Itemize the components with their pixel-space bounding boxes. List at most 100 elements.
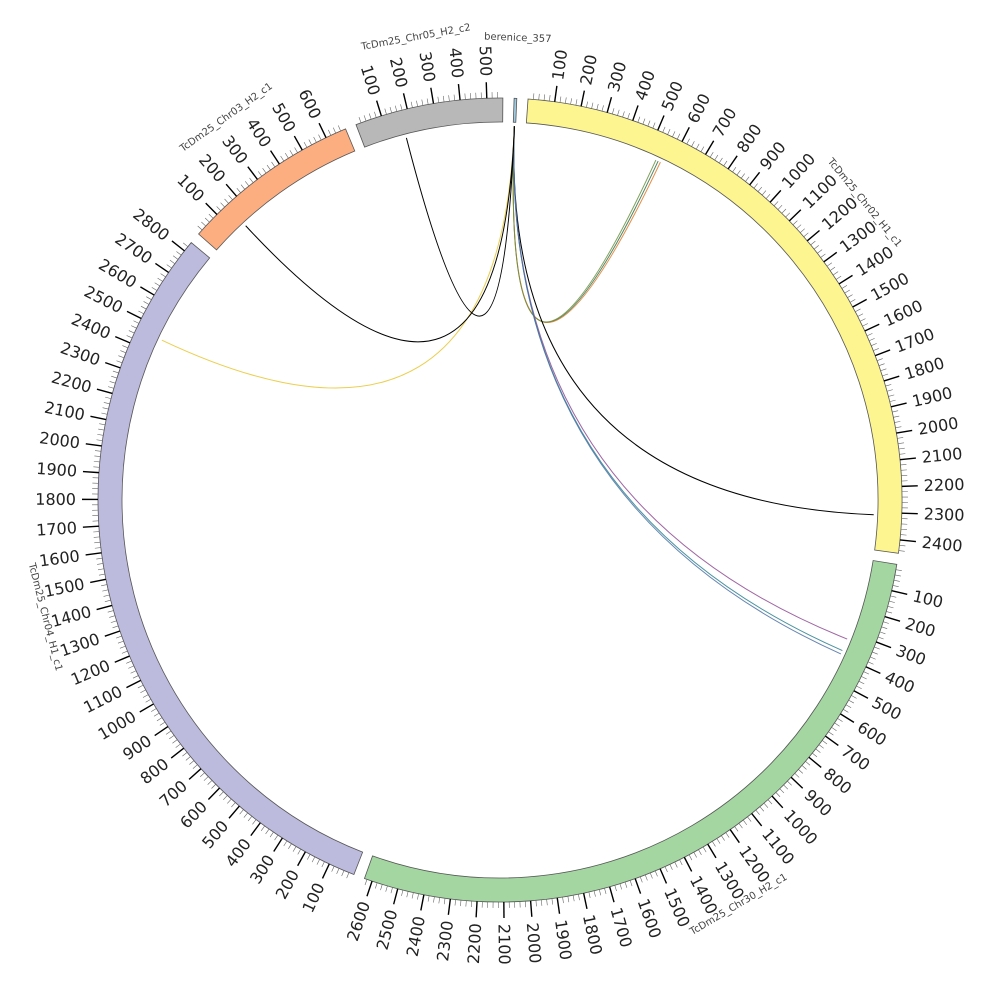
minor-tick-tcdm25-chr02-h1-c1 xyxy=(672,131,676,137)
minor-tick-tcdm25-chr30-h2-c1 xyxy=(848,699,855,704)
tick-label-tcdm25-chr02-h1-c1: 600 xyxy=(684,90,715,126)
minor-tick-tcdm25-chr04-h1-c1 xyxy=(153,712,160,717)
tick-label-tcdm25-chr03-h2-c1: 600 xyxy=(295,86,325,122)
minor-tick-tcdm25-chr05-h2-c2 xyxy=(426,98,429,105)
tick-label-tcdm25-chr04-h1-c1: 1600 xyxy=(38,546,81,570)
minor-tick-tcdm25-chr04-h1-c1 xyxy=(172,739,178,744)
minor-tick-tcdm25-chr02-h1-c1 xyxy=(765,193,771,199)
minor-tick-tcdm25-chr02-h1-c1 xyxy=(849,299,856,303)
tick-label-tcdm25-chr04-h1-c1: 2300 xyxy=(58,338,103,369)
major-tick-tcdm25-chr04-h1-c1 xyxy=(82,470,99,474)
tick-label-tcdm25-chr04-h1-c1: 1500 xyxy=(43,574,87,601)
minor-tick-tcdm25-chr04-h1-c1 xyxy=(207,780,213,785)
major-tick-tcdm25-chr30-h2-c1 xyxy=(392,888,399,905)
minor-tick-tcdm25-chr30-h2-c1 xyxy=(845,704,852,709)
major-tick-tcdm25-chr02-h1-c1 xyxy=(806,229,820,242)
major-tick-tcdm25-chr02-h1-c1 xyxy=(883,375,900,382)
minor-tick-tcdm25-chr30-h2-c1 xyxy=(614,885,617,892)
minor-tick-tcdm25-chr04-h1-c1 xyxy=(107,386,114,389)
minor-tick-tcdm25-chr04-h1-c1 xyxy=(189,760,195,765)
minor-tick-tcdm25-chr30-h2-c1 xyxy=(755,809,760,815)
minor-tick-tcdm25-chr30-h2-c1 xyxy=(619,883,623,890)
tick-label-tcdm25-chr03-h2-c1: 500 xyxy=(268,100,300,136)
minor-tick-tcdm25-chr30-h2-c1 xyxy=(698,849,702,855)
tick-label-tcdm25-chr04-h1-c1: 1200 xyxy=(68,656,113,689)
tick-label-tcdm25-chr30-h2-c1: 400 xyxy=(882,667,918,697)
minor-tick-tcdm25-chr04-h1-c1 xyxy=(128,330,135,334)
minor-tick-tcdm25-chr30-h2-c1 xyxy=(401,890,404,896)
minor-tick-tcdm25-chr02-h1-c1 xyxy=(892,410,899,413)
tick-label-tcdm25-chr30-h2-c1: 1400 xyxy=(686,872,722,917)
minor-tick-tcdm25-chr30-h2-c1 xyxy=(894,574,901,577)
major-tick-tcdm25-chr05-h2-c2 xyxy=(457,84,461,101)
tick-label-tcdm25-chr02-h1-c1: 900 xyxy=(756,138,790,174)
minor-tick-tcdm25-chr05-h2-c2 xyxy=(389,107,392,113)
major-tick-tcdm25-chr02-h1-c1 xyxy=(580,90,586,107)
minor-tick-tcdm25-chr04-h1-c1 xyxy=(130,670,137,674)
minor-tick-tcdm25-chr02-h1-c1 xyxy=(894,421,901,423)
major-tick-tcdm25-chr04-h1-c1 xyxy=(126,679,142,689)
minor-tick-tcdm25-chr05-h2-c2 xyxy=(384,108,387,115)
major-tick-tcdm25-chr02-h1-c1 xyxy=(899,539,917,543)
minor-tick-tcdm25-chr03-h2-c1 xyxy=(328,129,332,136)
tick-label-tcdm25-chr04-h1-c1: 900 xyxy=(119,731,155,764)
minor-tick-tcdm25-chr30-h2-c1 xyxy=(805,761,811,766)
segment-tcdm25-chr30-h2-c1 xyxy=(363,560,898,903)
minor-tick-tcdm25-chr30-h2-c1 xyxy=(599,889,602,896)
link-berenice-357-to-tcdm25-chr05-h2-c2 xyxy=(405,126,515,317)
minor-tick-tcdm25-chr04-h1-c1 xyxy=(199,772,205,777)
minor-tick-tcdm25-chr30-h2-c1 xyxy=(747,816,752,822)
major-tick-tcdm25-chr04-h1-c1 xyxy=(139,703,154,713)
minor-tick-tcdm25-chr30-h2-c1 xyxy=(767,799,773,805)
tick-label-tcdm25-chr04-h1-c1: 800 xyxy=(137,754,173,788)
major-tick-tcdm25-chr30-h2-c1 xyxy=(582,893,588,909)
minor-tick-tcdm25-chr02-h1-c1 xyxy=(898,447,905,450)
major-tick-tcdm25-chr05-h2-c2 xyxy=(402,93,408,110)
minor-tick-tcdm25-chr04-h1-c1 xyxy=(283,840,288,847)
tick-label-tcdm25-chr05-h2-c2: 500 xyxy=(476,45,496,76)
minor-tick-tcdm25-chr02-h1-c1 xyxy=(796,224,802,229)
minor-tick-tcdm25-chr02-h1-c1 xyxy=(820,253,826,258)
minor-tick-tcdm25-chr04-h1-c1 xyxy=(316,859,320,865)
minor-tick-tcdm25-chr03-h2-c1 xyxy=(308,139,312,146)
minor-tick-tcdm25-chr04-h1-c1 xyxy=(94,541,101,544)
minor-tick-tcdm25-chr03-h2-c1 xyxy=(245,181,250,187)
minor-tick-tcdm25-chr04-h1-c1 xyxy=(252,819,257,825)
major-tick-tcdm25-chr30-h2-c1 xyxy=(447,898,452,915)
tick-label-tcdm25-chr05-h2-c2: 200 xyxy=(386,56,412,90)
minor-tick-tcdm25-chr30-h2-c1 xyxy=(546,899,548,906)
minor-tick-tcdm25-chr04-h1-c1 xyxy=(157,277,163,282)
major-tick-tcdm25-chr04-h1-c1 xyxy=(154,725,169,737)
minor-tick-tcdm25-chr04-h1-c1 xyxy=(154,282,160,287)
minor-tick-tcdm25-chr04-h1-c1 xyxy=(131,325,137,329)
minor-tick-tcdm25-chr02-h1-c1 xyxy=(832,271,839,276)
major-tick-tcdm25-chr02-h1-c1 xyxy=(896,429,913,434)
major-tick-tcdm25-chr30-h2-c1 xyxy=(529,900,533,917)
segment-label-berenice-357: berenice_357 xyxy=(484,32,552,46)
major-tick-tcdm25-chr30-h2-c1 xyxy=(875,641,892,649)
minor-tick-tcdm25-chr04-h1-c1 xyxy=(111,375,118,379)
minor-tick-tcdm25-chr30-h2-c1 xyxy=(834,722,840,727)
minor-tick-tcdm25-chr04-h1-c1 xyxy=(94,450,102,452)
major-tick-tcdm25-chr04-h1-c1 xyxy=(140,286,155,296)
major-tick-tcdm25-chr02-h1-c1 xyxy=(727,155,738,170)
minor-tick-tcdm25-chr05-h2-c2 xyxy=(358,117,362,123)
minor-tick-tcdm25-chr02-h1-c1 xyxy=(893,415,900,418)
tick-label-tcdm25-chr30-h2-c1: 300 xyxy=(893,641,928,670)
link-berenice-357-to-tcdm25-chr30-h2-c1 xyxy=(513,126,848,640)
minor-tick-tcdm25-chr02-h1-c1 xyxy=(889,399,896,402)
minor-tick-tcdm25-chr03-h2-c1 xyxy=(201,221,206,227)
minor-tick-tcdm25-chr03-h2-c1 xyxy=(257,171,262,177)
major-tick-tcdm25-chr02-h1-c1 xyxy=(864,323,880,332)
minor-tick-tcdm25-chr30-h2-c1 xyxy=(465,900,467,907)
minor-tick-tcdm25-chr02-h1-c1 xyxy=(596,103,599,110)
minor-tick-tcdm25-chr30-h2-c1 xyxy=(578,894,580,901)
tick-label-tcdm25-chr04-h1-c1: 600 xyxy=(176,797,211,832)
minor-tick-tcdm25-chr04-h1-c1 xyxy=(97,563,104,565)
minor-tick-tcdm25-chr30-h2-c1 xyxy=(759,806,765,812)
minor-tick-tcdm25-chr05-h2-c2 xyxy=(453,94,456,101)
minor-tick-tcdm25-chr30-h2-c1 xyxy=(812,752,818,758)
minor-tick-tcdm25-chr02-h1-c1 xyxy=(895,426,902,429)
tick-label-tcdm25-chr30-h2-c1: 1900 xyxy=(551,918,576,961)
